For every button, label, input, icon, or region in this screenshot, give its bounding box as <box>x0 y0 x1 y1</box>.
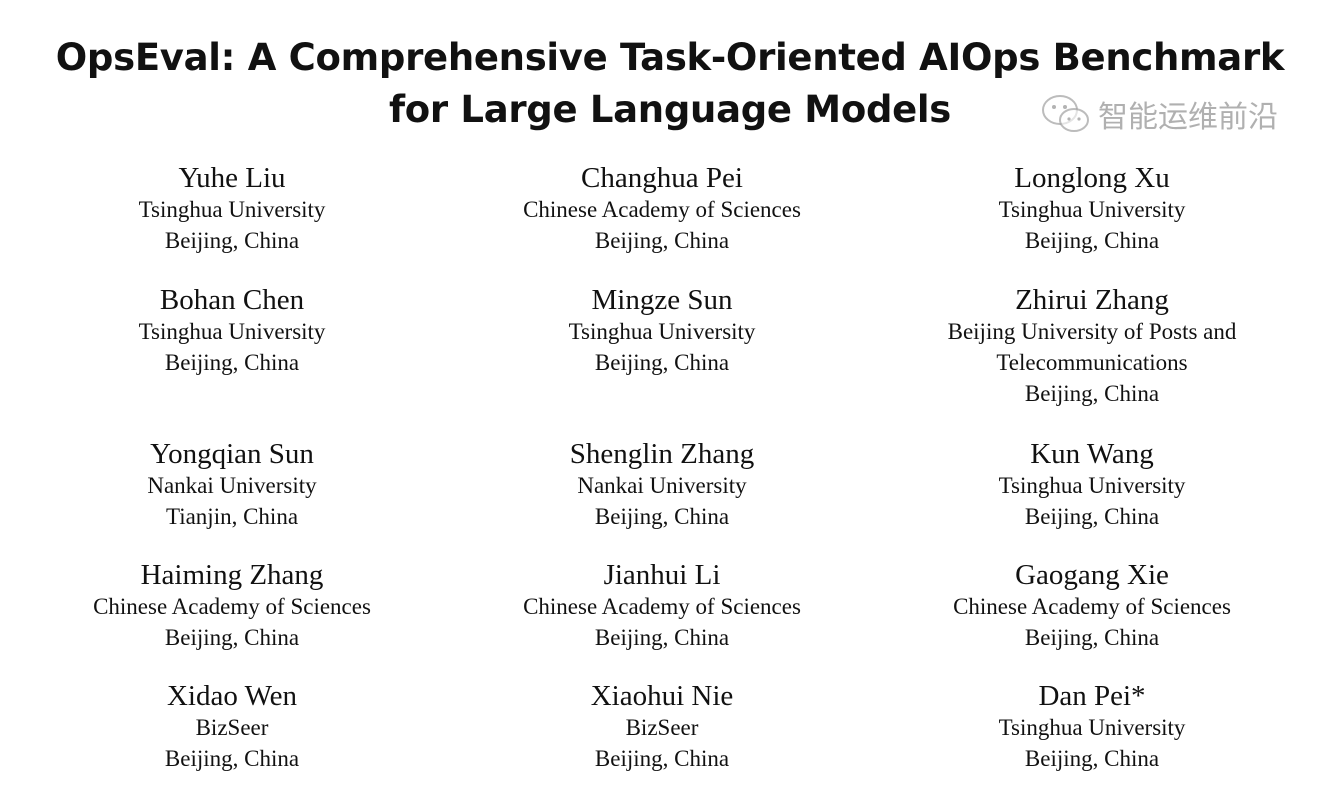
author-affiliation: Chinese Academy of Sciences <box>523 197 801 222</box>
author-block: Haiming Zhang Chinese Academy of Sciences… <box>17 559 447 653</box>
author-location: Beijing, China <box>594 504 730 529</box>
author-name: Shenglin Zhang <box>569 438 755 470</box>
author-name: Kun Wang <box>1030 438 1154 470</box>
author-affiliation: Tsinghua University <box>998 473 1186 498</box>
author-affiliation: Nankai University <box>147 473 317 498</box>
author-affiliation: Tsinghua University <box>998 715 1186 740</box>
author-affiliation: Chinese Academy of Sciences <box>953 594 1231 619</box>
author-name: Xiaohui Nie <box>590 680 734 712</box>
author-name: Longlong Xu <box>1014 162 1170 194</box>
author-block: Xidao Wen BizSeer Beijing, China <box>17 680 447 774</box>
author-block: Shenglin Zhang Nankai University Beijing, … <box>447 438 877 532</box>
author-location: Tianjin, China <box>165 504 299 529</box>
author-name: Mingze Sun <box>591 284 733 316</box>
author-affiliation: BizSeer <box>195 715 269 740</box>
author-location: Beijing, China <box>164 350 300 375</box>
author-affiliation: Telecommunications <box>996 350 1188 375</box>
author-affiliation: BizSeer <box>625 715 699 740</box>
author-block: Xiaohui Nie BizSeer Beijing, China <box>447 680 877 774</box>
author-block: Yongqian Sun Nankai University Tianjin, Ch… <box>17 438 447 532</box>
author-affiliation: Nankai University <box>577 473 747 498</box>
watermark-text: 智能运维前沿 <box>1098 100 1278 135</box>
author-location: Beijing, China <box>164 625 300 650</box>
author-block: Dan Pei* Tsinghua University Beijing, Chin… <box>877 680 1307 774</box>
author-location: Beijing, China <box>594 625 730 650</box>
wechat-icon <box>1042 95 1089 132</box>
author-affiliation: Tsinghua University <box>568 319 756 344</box>
author-location: Beijing, China <box>1024 746 1160 771</box>
author-name: Gaogang Xie <box>1015 559 1169 591</box>
author-location: Beijing, China <box>164 228 300 253</box>
author-name: Bohan Chen <box>159 284 305 316</box>
author-block: Mingze Sun Tsinghua University Beijing, Ch… <box>447 284 877 378</box>
author-affiliation: Chinese Academy of Sciences <box>93 594 371 619</box>
author-block: Gaogang Xie Chinese Academy of Sciences Be… <box>877 559 1307 653</box>
author-name: Changhua Pei <box>581 162 743 194</box>
author-location: Beijing, China <box>164 746 300 771</box>
author-name: Yuhe Liu <box>178 162 286 194</box>
author-name: Xidao Wen <box>166 680 298 712</box>
author-affiliation: Tsinghua University <box>998 197 1186 222</box>
author-name: Dan Pei* <box>1038 680 1146 712</box>
author-location: Beijing, China <box>1024 381 1160 406</box>
author-block: Yuhe Liu Tsinghua University Beijing, Chin… <box>17 162 447 256</box>
author-affiliation: Tsinghua University <box>138 319 326 344</box>
author-block: Zhirui Zhang Beijing University of Posts … <box>877 284 1307 409</box>
title-line-1: OpsEval: A Comprehensive Task-Oriented A… <box>55 36 1285 79</box>
paper-title: OpsEval: A Comprehensive Task-Oriented A… <box>0 32 1340 136</box>
author-location: Beijing, China <box>594 746 730 771</box>
author-name: Jianhui Li <box>603 559 721 591</box>
author-affiliation: Beijing University of Posts and <box>947 319 1237 344</box>
watermark: 智能运维前沿 <box>1040 92 1278 136</box>
author-affiliation: Tsinghua University <box>138 197 326 222</box>
author-block: Longlong Xu Tsinghua University Beijing, C… <box>877 162 1307 256</box>
author-name: Zhirui Zhang <box>1015 284 1169 316</box>
author-block: Kun Wang Tsinghua University Beijing, Chin… <box>877 438 1307 532</box>
author-name: Yongqian Sun <box>150 438 314 470</box>
author-affiliation: Chinese Academy of Sciences <box>523 594 801 619</box>
author-location: Beijing, China <box>1024 625 1160 650</box>
author-location: Beijing, China <box>1024 228 1160 253</box>
author-location: Beijing, China <box>594 350 730 375</box>
author-block: Bohan Chen Tsinghua University Beijing, Ch… <box>17 284 447 378</box>
author-location: Beijing, China <box>594 228 730 253</box>
author-location: Beijing, China <box>1024 504 1160 529</box>
title-line-2: for Large Language Models <box>388 88 952 131</box>
author-block: Changhua Pei Chinese Academy of Sciences B… <box>447 162 877 256</box>
author-name: Haiming Zhang <box>140 559 324 591</box>
author-block: Jianhui Li Chinese Academy of Sciences Bei… <box>447 559 877 653</box>
